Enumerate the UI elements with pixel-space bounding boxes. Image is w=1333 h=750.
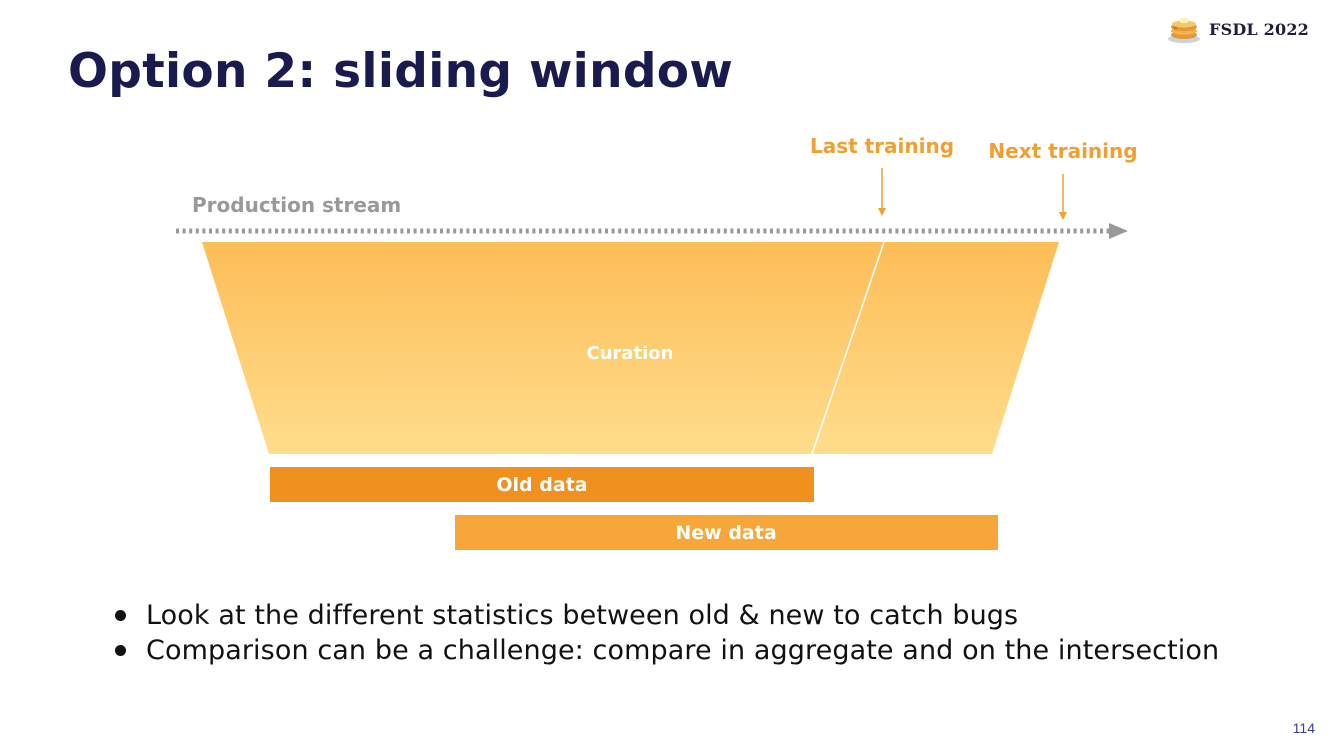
bullet-item: Look at the different statistics between…: [114, 598, 1219, 633]
brand: FSDL 2022: [1167, 14, 1309, 44]
new-data-bar: [455, 515, 998, 550]
bullet-list: Look at the different statistics between…: [114, 598, 1219, 668]
next-training-arrow: [1059, 174, 1067, 220]
production-stream-arrow: [176, 223, 1128, 239]
window-divider-line: [811, 241, 885, 455]
curation-funnel: [202, 242, 1059, 454]
page-number: 114: [1292, 720, 1315, 736]
new-data-label: New data: [675, 522, 776, 544]
old-data-bar: [270, 467, 814, 502]
production-stream-label: Production stream: [192, 193, 401, 217]
brand-name: FSDL 2022: [1209, 19, 1309, 39]
last-training-arrow: [878, 168, 886, 216]
slide-title: Option 2: sliding window: [68, 44, 734, 99]
next-training-label: Next training: [988, 139, 1137, 163]
curation-label: Curation: [586, 343, 673, 364]
pancake-stack-icon: [1168, 18, 1201, 43]
bullet-item: Comparison can be a challenge: compare i…: [114, 633, 1219, 668]
old-data-label: Old data: [496, 474, 587, 496]
last-training-label: Last training: [810, 134, 954, 158]
